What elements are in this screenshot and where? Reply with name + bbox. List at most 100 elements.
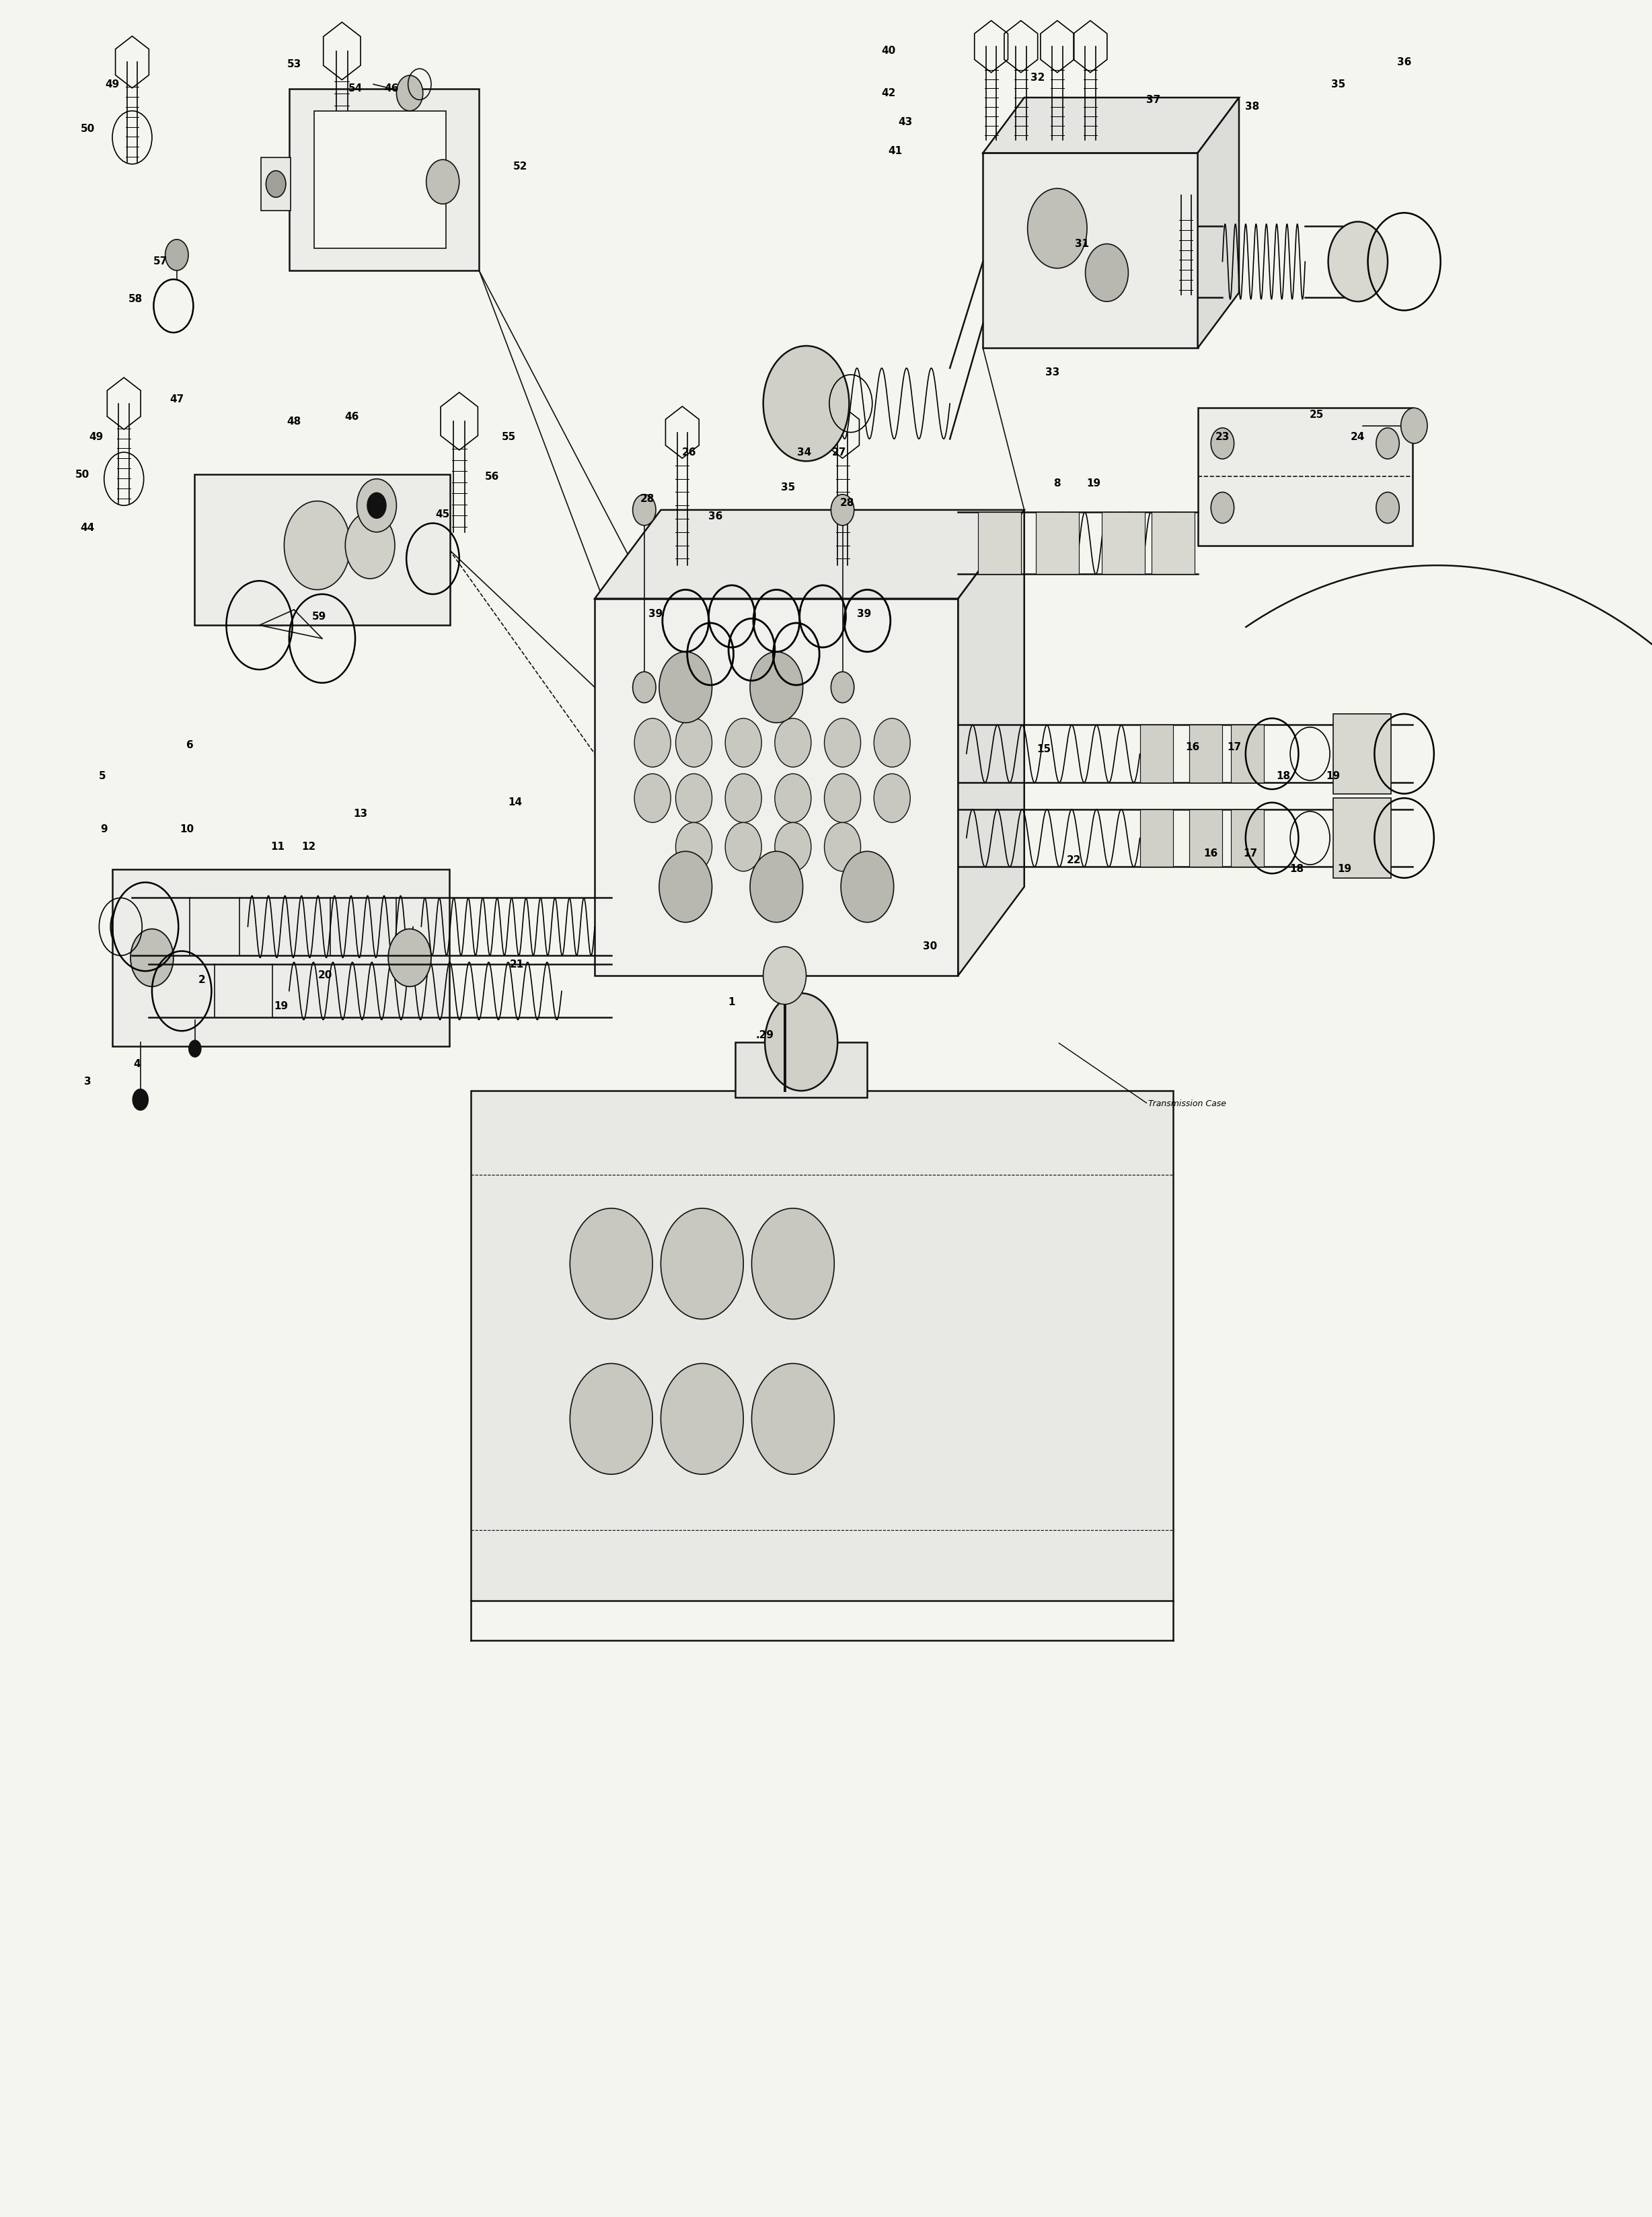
Text: 16: 16 (1204, 849, 1218, 858)
Text: 54: 54 (349, 84, 362, 93)
Circle shape (132, 1089, 149, 1111)
Circle shape (345, 512, 395, 579)
Text: 39: 39 (857, 610, 871, 619)
Bar (1231, 809, 1264, 867)
Circle shape (1328, 222, 1388, 302)
Text: 9: 9 (101, 825, 107, 834)
Text: 44: 44 (81, 523, 94, 532)
Circle shape (831, 672, 854, 703)
Text: 20: 20 (319, 971, 332, 980)
Text: 21: 21 (510, 960, 524, 969)
Text: 49: 49 (89, 432, 102, 441)
Circle shape (765, 993, 838, 1091)
Bar (1036, 512, 1079, 574)
Bar (1102, 512, 1145, 574)
Text: 59: 59 (312, 612, 325, 621)
Circle shape (676, 774, 712, 823)
Text: 11: 11 (271, 842, 284, 851)
Text: 36: 36 (1398, 58, 1411, 67)
Bar (1189, 725, 1222, 783)
Circle shape (752, 1363, 834, 1474)
Text: 14: 14 (509, 798, 522, 807)
Bar (983, 153, 1198, 348)
Circle shape (1376, 428, 1399, 459)
Polygon shape (983, 98, 1239, 153)
Text: 49: 49 (106, 80, 119, 89)
Circle shape (570, 1208, 653, 1319)
Text: .29: .29 (757, 1031, 773, 1040)
Text: 12: 12 (302, 842, 316, 851)
Text: 19: 19 (1087, 479, 1100, 488)
Circle shape (725, 823, 762, 871)
Bar (1140, 809, 1173, 867)
Text: 46: 46 (345, 412, 358, 421)
Bar (1231, 725, 1264, 783)
Circle shape (426, 160, 459, 204)
Text: 33: 33 (1046, 368, 1059, 377)
Text: 38: 38 (1246, 102, 1259, 111)
Text: 28: 28 (841, 499, 854, 508)
Text: 2: 2 (198, 975, 205, 984)
Text: 48: 48 (287, 417, 301, 426)
Text: 58: 58 (129, 295, 142, 304)
Text: 19: 19 (274, 1002, 287, 1011)
Circle shape (131, 929, 173, 987)
Circle shape (634, 718, 671, 767)
Circle shape (188, 1040, 202, 1058)
Polygon shape (1198, 98, 1239, 348)
Circle shape (750, 851, 803, 922)
Text: 6: 6 (187, 740, 193, 749)
Text: 52: 52 (514, 162, 527, 171)
Bar (1333, 798, 1391, 878)
Circle shape (633, 494, 656, 525)
Text: 40: 40 (882, 47, 895, 55)
Text: 5: 5 (99, 772, 106, 780)
Text: 10: 10 (180, 825, 193, 834)
Text: 17: 17 (1227, 743, 1241, 752)
Circle shape (725, 718, 762, 767)
Circle shape (831, 494, 854, 525)
Circle shape (824, 823, 861, 871)
Text: 18: 18 (1277, 772, 1290, 780)
Circle shape (676, 718, 712, 767)
Polygon shape (595, 510, 1024, 599)
Text: 4: 4 (134, 1060, 140, 1069)
Text: Transmission Case: Transmission Case (1148, 1100, 1226, 1108)
Text: 23: 23 (1216, 432, 1229, 441)
Circle shape (661, 1363, 743, 1474)
Circle shape (775, 774, 811, 823)
Text: 13: 13 (354, 809, 367, 818)
Circle shape (874, 774, 910, 823)
Text: 50: 50 (76, 470, 89, 479)
Text: 43: 43 (899, 118, 912, 126)
Text: 19: 19 (1327, 772, 1340, 780)
Text: 34: 34 (798, 448, 811, 457)
Text: 35: 35 (781, 483, 795, 492)
Circle shape (661, 1208, 743, 1319)
Text: 17: 17 (1244, 849, 1257, 858)
Circle shape (570, 1363, 653, 1474)
Circle shape (284, 501, 350, 590)
Text: 18: 18 (1290, 865, 1303, 873)
Circle shape (1376, 492, 1399, 523)
Bar (471, 1091, 1173, 1601)
Text: 53: 53 (287, 60, 301, 69)
Text: 55: 55 (502, 432, 515, 441)
Text: 56: 56 (486, 472, 499, 481)
Text: 19: 19 (1338, 865, 1351, 873)
Text: 39: 39 (649, 610, 662, 619)
Circle shape (388, 929, 431, 987)
Text: 22: 22 (1067, 856, 1080, 865)
Bar (735, 1042, 867, 1097)
Circle shape (775, 823, 811, 871)
Circle shape (396, 75, 423, 111)
Text: 25: 25 (1310, 410, 1323, 419)
Polygon shape (112, 869, 449, 1046)
Circle shape (841, 851, 894, 922)
Circle shape (775, 718, 811, 767)
Bar (1189, 809, 1222, 867)
Circle shape (676, 823, 712, 871)
Bar (314, 111, 446, 248)
Bar (978, 512, 1021, 574)
Circle shape (367, 492, 387, 519)
